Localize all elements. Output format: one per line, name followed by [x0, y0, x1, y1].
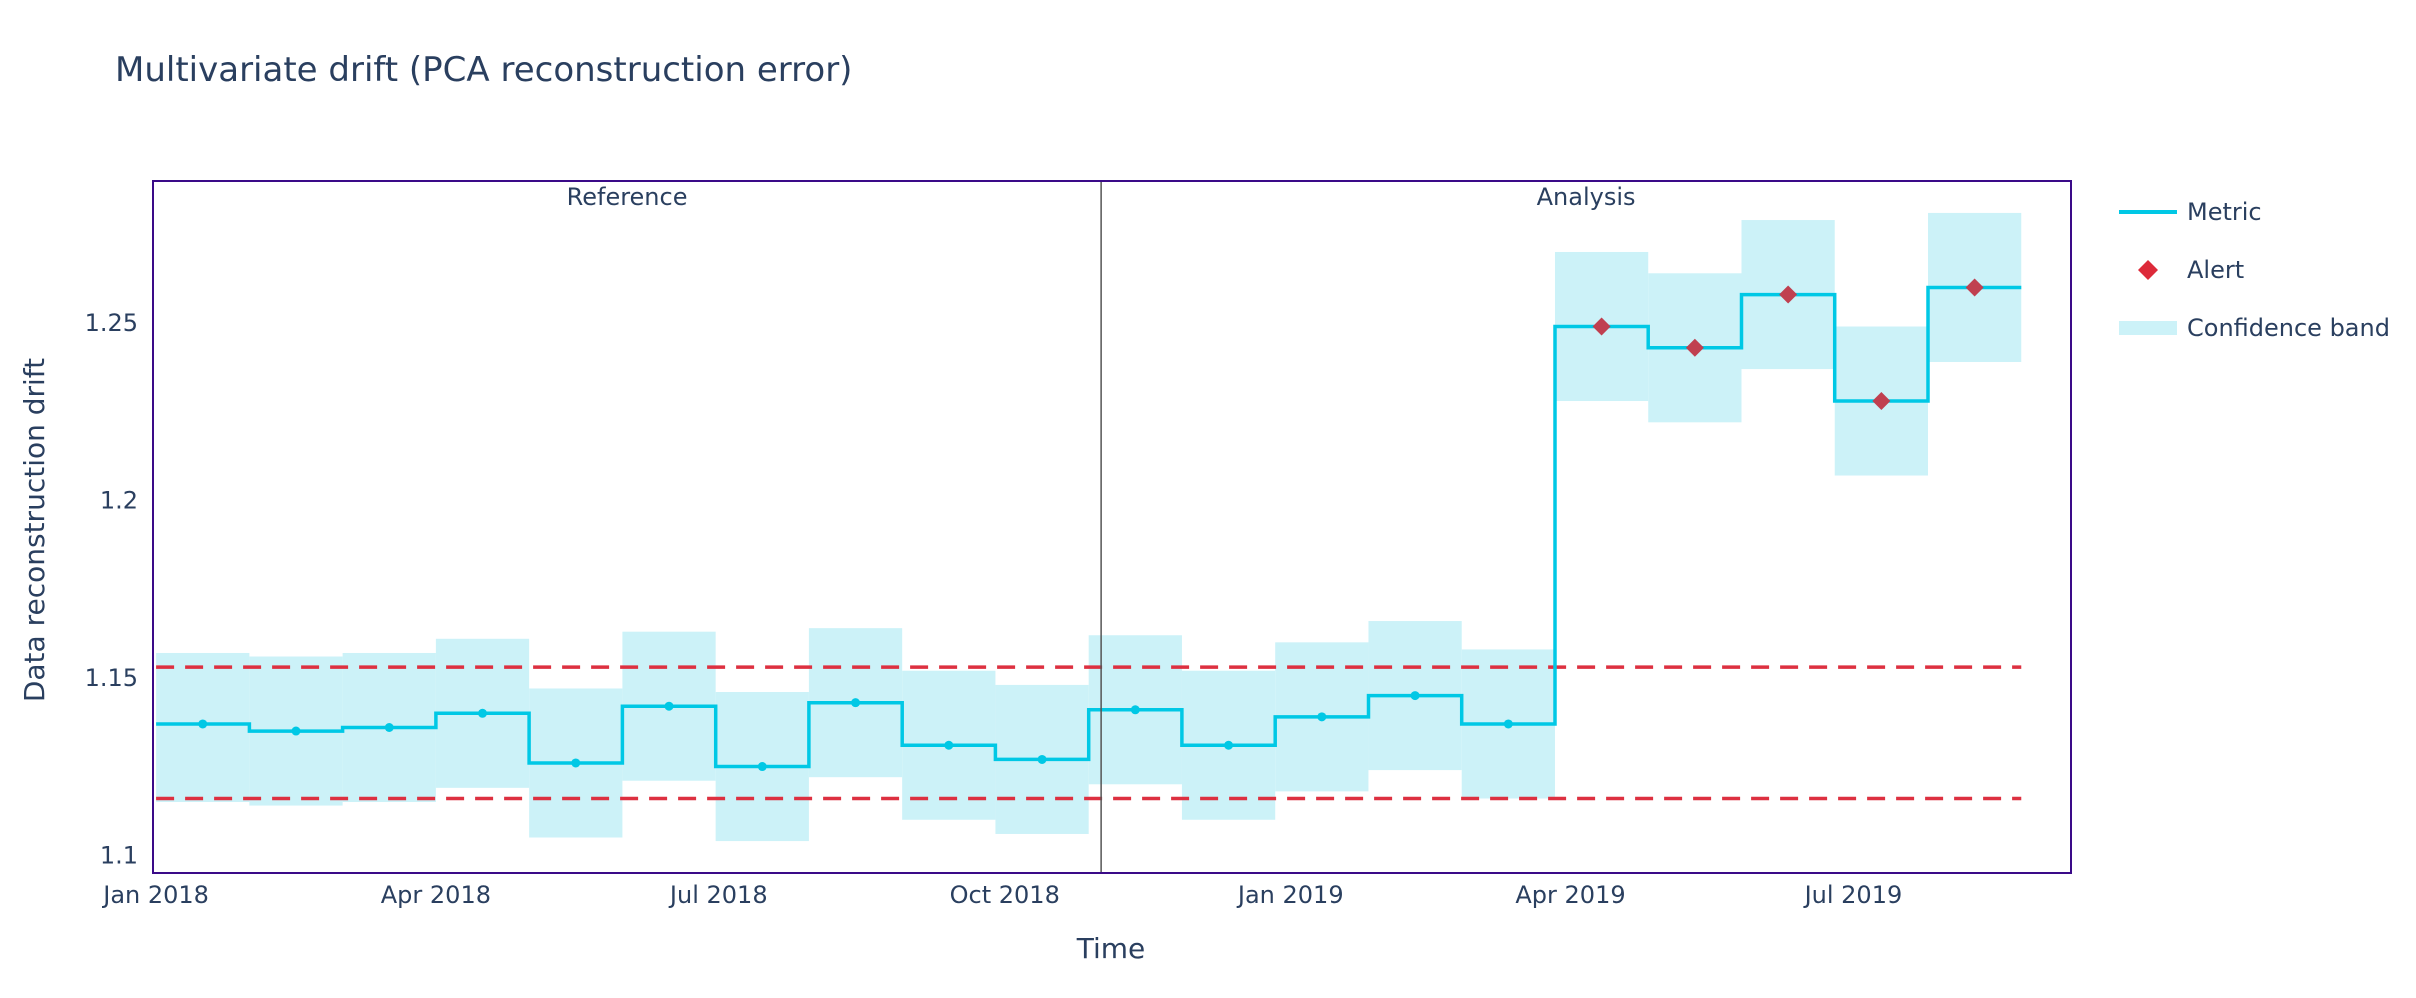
metric-point	[291, 726, 301, 736]
legend-item-diamond[interactable]: Alert	[2138, 256, 2244, 284]
section-label-analysis: Analysis	[1537, 183, 1636, 211]
legend-band-swatch	[2119, 321, 2177, 335]
metric-point	[1037, 754, 1047, 764]
legend-item-band[interactable]: Confidence band	[2119, 314, 2390, 342]
x-tick-label: Jan 2018	[101, 881, 209, 909]
metric-point	[664, 701, 674, 711]
metric-point	[1317, 712, 1327, 722]
metric-point	[1503, 719, 1513, 729]
legend-alert-swatch	[2138, 260, 2158, 280]
alert-marker	[1685, 338, 1704, 357]
legend[interactable]: Metric Alert Confidence band	[2119, 198, 2390, 342]
metric-point	[1410, 691, 1420, 701]
metric-point	[1130, 705, 1140, 715]
x-tick-label: Jul 2018	[668, 881, 768, 909]
x-axis-title: Time	[1076, 932, 1146, 965]
alert-marker	[1872, 392, 1891, 411]
x-tick-label: Apr 2019	[1515, 881, 1625, 909]
metric-point	[1224, 740, 1234, 750]
metric-point	[757, 762, 767, 772]
x-tick-label: Jan 2019	[1236, 881, 1344, 909]
metric-point	[384, 723, 394, 733]
metric-point	[851, 698, 861, 708]
alert-marker	[1779, 285, 1798, 304]
x-tick-label: Apr 2018	[381, 881, 491, 909]
metric-point	[571, 758, 581, 768]
metric-point	[198, 719, 208, 729]
legend-item-line[interactable]: Metric	[2119, 198, 2262, 226]
plot-frame	[152, 180, 2072, 874]
y-tick-label: 1.2	[100, 486, 138, 514]
metric-point	[478, 708, 488, 718]
y-tick-label: 1.1	[100, 841, 138, 869]
metric-point	[944, 740, 954, 750]
y-tick-label: 1.25	[85, 309, 138, 337]
plot-area: Reference Analysis 1.1 1.15 1.2 1.25 Jan 2018 A…	[85, 180, 2072, 909]
x-tick-label: Oct 2018	[950, 881, 1060, 909]
chart-title: Multivariate drift (PCA reconstruction e…	[115, 50, 852, 90]
x-tick-label: Jul 2019	[1803, 881, 1903, 909]
legend-label: Metric	[2187, 198, 2262, 226]
legend-label: Confidence band	[2187, 314, 2390, 342]
alert-marker	[1592, 317, 1611, 336]
section-label-reference: Reference	[567, 183, 688, 211]
alert-marker	[1965, 278, 1984, 297]
y-tick-label: 1.15	[85, 664, 138, 692]
legend-label: Alert	[2187, 256, 2244, 284]
y-axis-title: Data reconstruction drift	[18, 358, 51, 702]
